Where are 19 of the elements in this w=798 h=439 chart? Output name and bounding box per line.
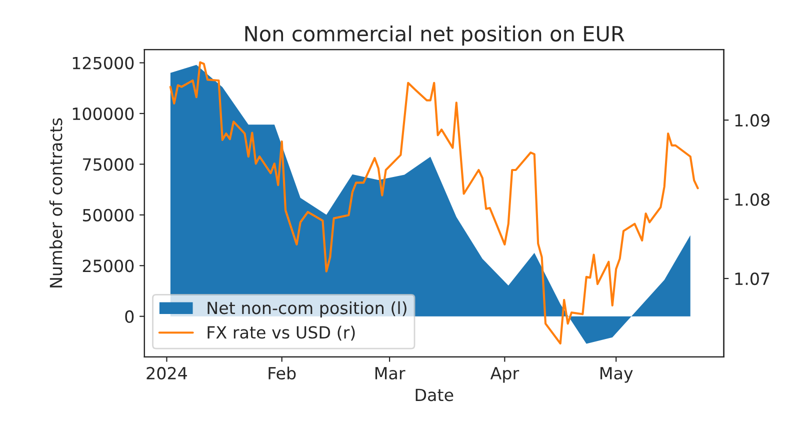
x-tick-label: Feb	[268, 366, 296, 380]
y-tick-label: 75000	[83, 158, 134, 171]
y2-tick-label: 1.09	[735, 114, 770, 127]
y-tick-label: 100000	[72, 107, 134, 120]
y-tick-label: 125000	[72, 56, 134, 70]
x-tick-label: Apr	[490, 367, 520, 383]
x-tick-label: May	[600, 367, 633, 383]
legend-label: Net non-com position (l)	[208, 301, 406, 318]
x-tick-label: 2024	[146, 366, 187, 380]
y-tick-label: 25000	[82, 260, 134, 272]
y2-tick-label: 1.08	[735, 193, 770, 206]
x-axis-title: Date	[416, 388, 454, 402]
chart-title: Non commercial net position on EUR	[245, 25, 624, 46]
y-tick-label: 0	[125, 310, 134, 323]
x-tick-label: Mar	[375, 367, 406, 380]
y-tick-label: 50000	[82, 208, 134, 222]
y-axis-title: Number of contracts	[49, 118, 62, 288]
legend-label: FX rate vs USD (r)	[208, 326, 355, 341]
y2-tick-label: 1.07	[735, 272, 770, 286]
